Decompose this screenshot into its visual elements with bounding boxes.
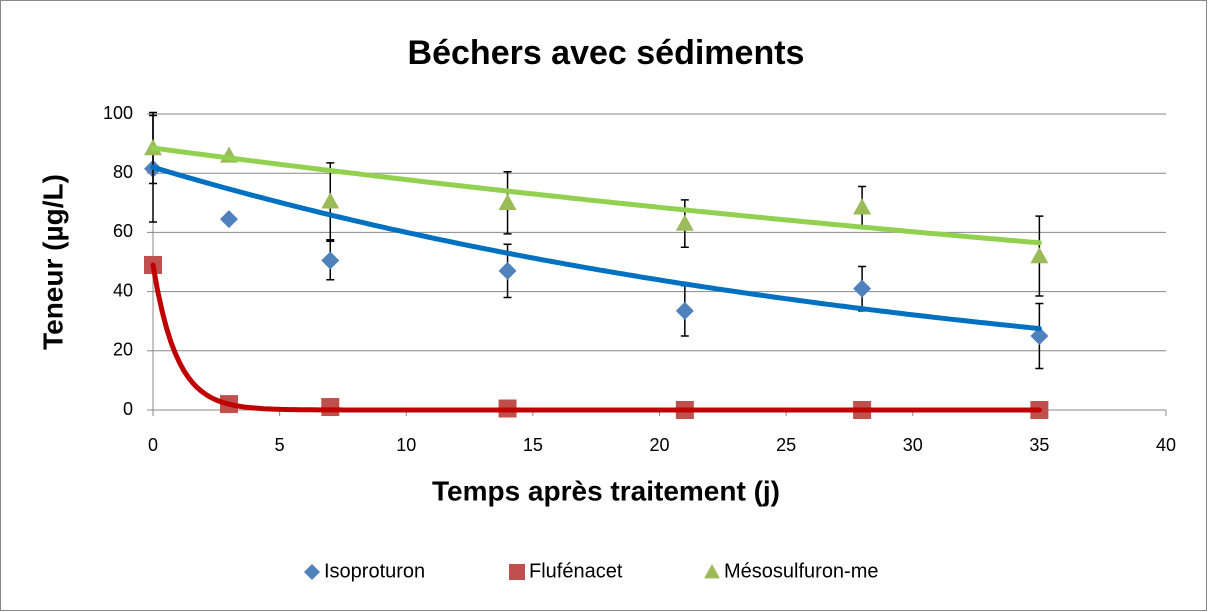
x-tick-label: 40 bbox=[1156, 435, 1176, 455]
point bbox=[1030, 247, 1049, 264]
point bbox=[321, 398, 340, 417]
y-tick-label: 60 bbox=[113, 221, 133, 241]
point bbox=[853, 279, 872, 298]
x-tick-label: 15 bbox=[523, 435, 543, 455]
x-tick-label: 30 bbox=[903, 435, 923, 455]
y-tick-label: 20 bbox=[113, 340, 133, 360]
x-axis-label: Temps après traitement (j) bbox=[432, 475, 780, 506]
point bbox=[498, 261, 517, 280]
x-tick-label: 20 bbox=[649, 435, 669, 455]
y-axis-label: Teneur (µg/L) bbox=[37, 174, 68, 350]
chart-title: Béchers avec sédiments bbox=[408, 34, 805, 72]
point bbox=[1030, 327, 1049, 345]
legend-marker bbox=[509, 564, 525, 580]
x-tick-label: 25 bbox=[776, 435, 796, 455]
point bbox=[675, 301, 694, 320]
point bbox=[321, 251, 340, 270]
trend-line bbox=[150, 262, 1042, 413]
trend-line bbox=[150, 164, 1042, 332]
point bbox=[498, 193, 517, 210]
legend-marker bbox=[704, 564, 720, 579]
y-tick-label: 80 bbox=[113, 162, 133, 182]
trend-line bbox=[150, 145, 1042, 246]
legend-label: Isoproturon bbox=[324, 560, 425, 582]
legend-label: Mésosulfuron-me bbox=[724, 560, 879, 582]
x-tick-label: 5 bbox=[275, 435, 285, 455]
point bbox=[321, 192, 340, 209]
point bbox=[219, 210, 238, 229]
y-tick-label: 0 bbox=[123, 399, 133, 419]
y-tick-label: 100 bbox=[103, 103, 133, 123]
point bbox=[675, 214, 694, 231]
legend-label: Flufénacet bbox=[529, 560, 623, 582]
point bbox=[853, 198, 872, 215]
x-tick-label: 10 bbox=[396, 435, 416, 455]
legend-marker bbox=[304, 564, 320, 580]
x-tick-label: 35 bbox=[1029, 435, 1049, 455]
y-tick-label: 40 bbox=[113, 280, 133, 300]
x-tick-label: 0 bbox=[148, 435, 158, 455]
